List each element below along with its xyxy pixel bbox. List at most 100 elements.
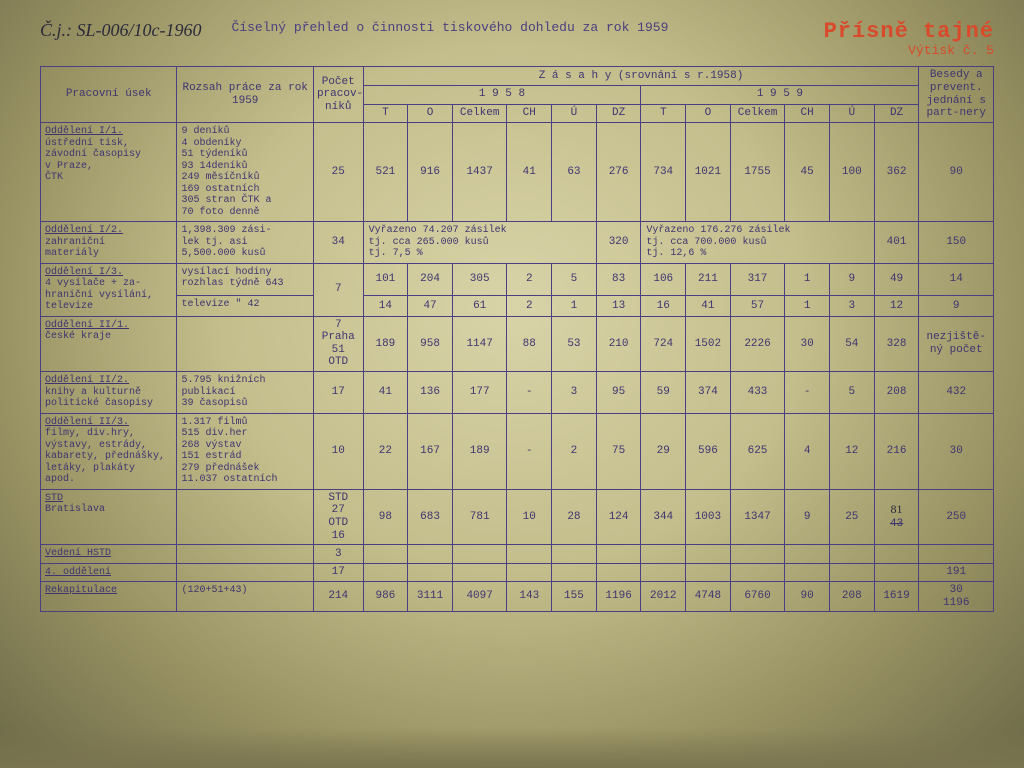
table-cell: 1755 [730, 123, 785, 222]
doc-reference: Č.j.: SL-006/10c-1960 [40, 20, 202, 41]
table-cell: 683 [408, 489, 453, 545]
table-cell: 177 [452, 372, 507, 414]
table-cell [829, 563, 874, 582]
table-cell: 41 [507, 123, 552, 222]
table-cell [919, 545, 994, 564]
table-cell: 276 [596, 123, 641, 222]
th-59-Celkem: Celkem [730, 104, 785, 123]
table-cell: 1502 [686, 316, 731, 372]
th-1959: 1 9 5 9 [641, 86, 919, 105]
table-cell: 30 [785, 316, 830, 372]
table-cell: 1,398.309 zási- lek tj. asi 5,500.000 ku… [177, 222, 313, 264]
table-cell [641, 563, 686, 582]
table-row: Vedení HSTD3 [41, 545, 994, 564]
table-cell: 25 [313, 123, 363, 222]
table-row: televize " 42144761211316415713129 [41, 296, 994, 316]
table-cell: 1003 [686, 489, 731, 545]
table-cell [785, 563, 830, 582]
table-cell: 344 [641, 489, 686, 545]
table-row: STDBratislavaSTD27OTD1698683781102812434… [41, 489, 994, 545]
table-cell: 4097 [452, 582, 507, 612]
table-cell: 12 [874, 296, 919, 316]
table-cell: Vedení HSTD [41, 545, 177, 564]
th-1958: 1 9 5 8 [363, 86, 641, 105]
table-cell [363, 545, 408, 564]
table-cell [641, 545, 686, 564]
table-cell: 8143 [874, 489, 919, 545]
table-cell: Oddělení I/1.ústřední tisk,závodní časop… [41, 123, 177, 222]
secrecy-stamp: Přísně tajné Výtisk č. 5 [824, 20, 994, 58]
table-cell: 9 [829, 263, 874, 296]
table-cell: 29 [641, 413, 686, 489]
table-cell: 10 [507, 489, 552, 545]
table-cell [177, 489, 313, 545]
table-cell: 1021 [686, 123, 731, 222]
table-cell: 12 [829, 413, 874, 489]
table-cell: 401 [874, 222, 919, 264]
table-cell: 191 [919, 563, 994, 582]
table-cell: 724 [641, 316, 686, 372]
table-cell: 22 [363, 413, 408, 489]
paper-fold [0, 728, 1024, 768]
table-cell: 320 [596, 222, 641, 264]
table-cell: 9 deníků 4 obdeníky 51 týdeníků 93 14den… [177, 123, 313, 222]
table-cell [552, 545, 597, 564]
table-cell: 250 [919, 489, 994, 545]
table-cell: 100 [829, 123, 874, 222]
table-cell: 1147 [452, 316, 507, 372]
table-cell: 362 [874, 123, 919, 222]
table-cell [874, 563, 919, 582]
table-cell: 1619 [874, 582, 919, 612]
table-cell: 2226 [730, 316, 785, 372]
table-cell [177, 545, 313, 564]
table-cell: 5 [829, 372, 874, 414]
table-cell: 916 [408, 123, 453, 222]
table-cell: 625 [730, 413, 785, 489]
table-cell: 214 [313, 582, 363, 612]
th-59-DZ: DZ [874, 104, 919, 123]
table-cell: 208 [829, 582, 874, 612]
th-59-CH: CH [785, 104, 830, 123]
th-rozsah: Rozsah práce za rok 1959 [177, 67, 313, 123]
table-body: Oddělení I/1.ústřední tisk,závodní časop… [41, 123, 994, 612]
th-58-U: Ú [552, 104, 597, 123]
table-cell: 4748 [686, 582, 731, 612]
table-cell: 17 [313, 372, 363, 414]
table-cell: vysílací hodiny rozhlas týdně 643 [177, 263, 313, 296]
table-cell: 211 [686, 263, 731, 296]
table-cell [408, 545, 453, 564]
table-cell: 432 [919, 372, 994, 414]
table-cell: Oddělení II/2.knihy a kulturněpolitické … [41, 372, 177, 414]
table-cell: 301196 [919, 582, 994, 612]
table-cell: 155 [552, 582, 597, 612]
th-58-O: O [408, 104, 453, 123]
table-row: Rekapitulace(120+51+43)21498631114097143… [41, 582, 994, 612]
th-58-DZ: DZ [596, 104, 641, 123]
table-cell: 150 [919, 222, 994, 264]
table-row: Oddělení II/1.české kraje7Praha51OTD1899… [41, 316, 994, 372]
table-cell: 328 [874, 316, 919, 372]
table-cell: nezjiště-ný počet [919, 316, 994, 372]
table-cell: 143 [507, 582, 552, 612]
table-cell: 2012 [641, 582, 686, 612]
th-usek: Pracovní úsek [41, 67, 177, 123]
table-cell: 1.317 filmů 515 div.her 268 výstav 151 e… [177, 413, 313, 489]
table-cell [730, 563, 785, 582]
table-cell: 4. oddělení [41, 563, 177, 582]
table-cell: 41 [363, 372, 408, 414]
table-cell: 54 [829, 316, 874, 372]
table-cell: STD27OTD16 [313, 489, 363, 545]
table-cell: 106 [641, 263, 686, 296]
table-cell: 596 [686, 413, 731, 489]
table-cell: 88 [507, 316, 552, 372]
table-cell: 83 [596, 263, 641, 296]
table-cell [829, 545, 874, 564]
table-cell: 189 [363, 316, 408, 372]
th-58-T: T [363, 104, 408, 123]
document-page: Č.j.: SL-006/10c-1960 Číselný přehled o … [0, 0, 1024, 768]
table-cell [177, 563, 313, 582]
table-cell: 1437 [452, 123, 507, 222]
table-cell: 47 [408, 296, 453, 316]
table-cell [452, 563, 507, 582]
table-cell: 75 [596, 413, 641, 489]
